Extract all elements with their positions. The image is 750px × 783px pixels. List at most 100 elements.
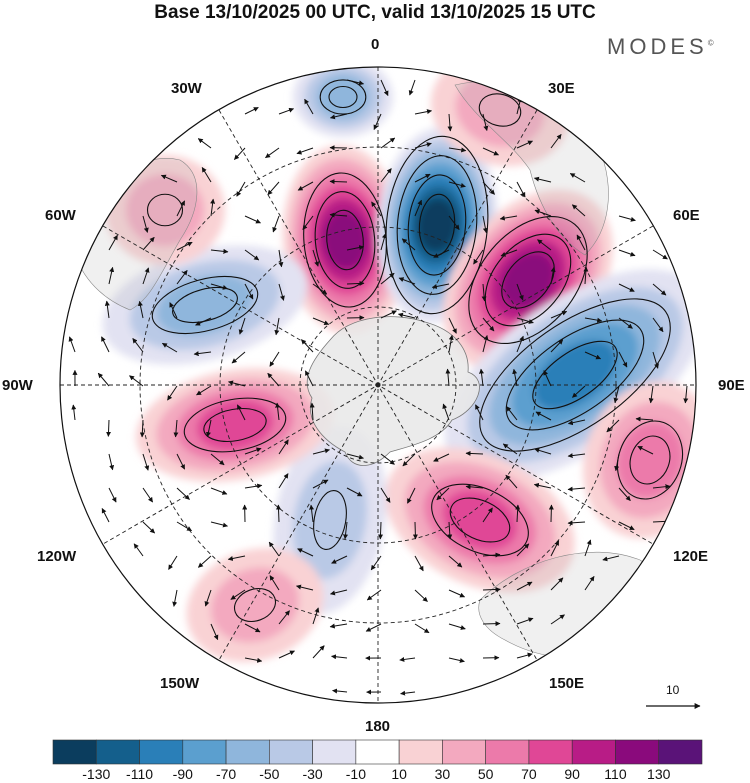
wind-vector bbox=[516, 335, 524, 353]
wind-vector bbox=[173, 419, 179, 438]
wind-vector bbox=[414, 199, 423, 217]
lon-label-120w: 120W bbox=[37, 548, 77, 565]
wind-vector bbox=[343, 521, 349, 540]
wind-vector bbox=[197, 138, 212, 149]
lon-label-60w: 60W bbox=[45, 207, 76, 224]
wind-vector bbox=[652, 484, 671, 490]
colorbar-swatch bbox=[442, 739, 486, 765]
wind-vector bbox=[445, 368, 451, 387]
wind-vector bbox=[533, 482, 552, 489]
streamline-loop bbox=[396, 155, 478, 295]
wind-vector bbox=[210, 198, 216, 217]
wind-vector bbox=[244, 107, 259, 115]
wind-vector bbox=[380, 137, 396, 149]
colorbar-swatch bbox=[355, 739, 400, 765]
wind-vector bbox=[331, 654, 348, 660]
wind-vector bbox=[473, 249, 484, 265]
wind-vector bbox=[436, 487, 450, 501]
wind-vectors bbox=[68, 79, 689, 696]
streamline-loop bbox=[203, 408, 267, 442]
wind-vector bbox=[139, 419, 145, 438]
wind-vector bbox=[278, 650, 295, 659]
wind-vector bbox=[414, 555, 424, 572]
wind-vector bbox=[142, 215, 149, 233]
wind-vector bbox=[602, 555, 620, 562]
wind-vector bbox=[312, 448, 330, 455]
wind-vector bbox=[482, 507, 493, 523]
wind-vector bbox=[268, 541, 280, 557]
wind-vector bbox=[550, 133, 562, 149]
wind-vector bbox=[516, 140, 533, 149]
wind-vector bbox=[571, 204, 586, 217]
colorbar-tick-label: 50 bbox=[477, 766, 494, 782]
wind-vector bbox=[129, 375, 144, 387]
wind-vector bbox=[346, 487, 363, 497]
wind-vector bbox=[442, 403, 450, 421]
wind-vector bbox=[475, 404, 484, 421]
wind-vector bbox=[637, 445, 654, 455]
wind-vector bbox=[197, 555, 212, 568]
wind-vector bbox=[142, 236, 155, 251]
wind-vector bbox=[465, 450, 484, 456]
wind-vector bbox=[329, 212, 348, 218]
wind-vector bbox=[414, 142, 432, 149]
map-boundary bbox=[59, 66, 697, 704]
wind-vector bbox=[133, 543, 144, 557]
wind-vector bbox=[346, 453, 364, 460]
wind-vector bbox=[309, 504, 315, 523]
wind-vector bbox=[346, 79, 365, 86]
wind-vector bbox=[142, 453, 150, 471]
wind-vector bbox=[584, 351, 602, 360]
wind-vector bbox=[108, 453, 115, 471]
anomaly-contour bbox=[616, 421, 684, 499]
anomaly-contour bbox=[196, 400, 274, 450]
wind-vector bbox=[465, 484, 484, 490]
wind-vector bbox=[512, 368, 518, 387]
wind-vector bbox=[652, 317, 664, 333]
wind-vector bbox=[108, 266, 115, 285]
streamlines bbox=[146, 79, 684, 623]
wind-vector bbox=[269, 575, 280, 591]
wind-vector bbox=[278, 249, 284, 268]
wind-vector bbox=[137, 300, 144, 319]
wind-vector bbox=[550, 310, 568, 319]
wind-vector bbox=[535, 411, 552, 421]
anomaly-contour bbox=[534, 340, 616, 410]
wind-vector bbox=[584, 317, 603, 323]
wind-vector bbox=[168, 555, 178, 570]
wind-vector bbox=[448, 215, 460, 231]
wind-vector bbox=[618, 249, 636, 257]
wind-vector bbox=[373, 113, 382, 130]
wind-vector bbox=[210, 623, 219, 641]
streamline-loop bbox=[501, 251, 555, 309]
wind-vector bbox=[448, 147, 467, 153]
wind-vector bbox=[380, 79, 389, 96]
colorbar-tick-label: 90 bbox=[564, 766, 580, 782]
wind-vector bbox=[683, 385, 689, 404]
wind-vector bbox=[505, 474, 518, 489]
wind-vector bbox=[176, 521, 192, 532]
wind-vector bbox=[265, 147, 280, 159]
wind-vector bbox=[210, 453, 225, 466]
wind-vector bbox=[516, 181, 526, 198]
wind-vector bbox=[269, 351, 280, 367]
wind-vector bbox=[618, 521, 635, 531]
wind-vector bbox=[618, 351, 628, 368]
colorbar-swatch bbox=[269, 739, 313, 765]
lon-label-150e: 150E bbox=[549, 675, 585, 692]
colorbar-swatch bbox=[139, 739, 184, 765]
wind-vector bbox=[312, 479, 329, 489]
wind-vector bbox=[550, 577, 564, 591]
wind-vector bbox=[68, 336, 76, 353]
wind-vector bbox=[329, 179, 348, 185]
lon-label-180: 180 bbox=[365, 718, 391, 735]
wind-vector bbox=[160, 174, 178, 183]
wind-vector bbox=[331, 555, 348, 564]
streamline-loop bbox=[233, 587, 277, 623]
wind-vector bbox=[267, 181, 280, 196]
streamline-loop bbox=[151, 275, 259, 335]
wind-vector bbox=[499, 215, 518, 221]
wind-vector bbox=[448, 555, 463, 568]
wind-vector bbox=[431, 283, 450, 289]
colorbar-tick-label: 130 bbox=[647, 766, 671, 782]
